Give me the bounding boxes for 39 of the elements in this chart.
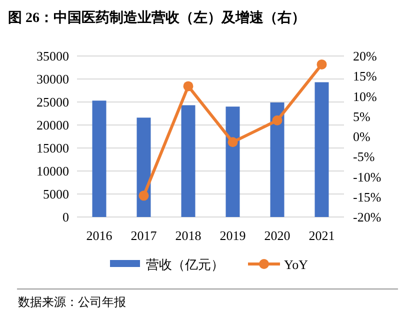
x-tick-label: 2021 (308, 228, 335, 243)
y-tick-label: 0 (62, 210, 69, 224)
bar (270, 102, 284, 217)
legend-label: 营收（亿元） (146, 257, 224, 272)
point (138, 190, 149, 201)
bar (314, 82, 329, 217)
bar (181, 105, 196, 217)
point (272, 115, 282, 126)
point (228, 137, 238, 148)
point (183, 81, 194, 92)
x-tick-label: 2016 (86, 228, 113, 243)
y-tick-label: 35000 (36, 48, 69, 64)
y2-tick-label: 0% (353, 129, 370, 144)
y2-tick-label: 10% (353, 88, 377, 104)
legend-营收（亿元）: 营收（亿元） (110, 257, 224, 272)
y2-tick-label: -10% (353, 169, 382, 184)
y2-tick-label: -15% (353, 189, 382, 204)
y-tick-label: 5000 (43, 186, 69, 202)
y-tick-label: 30000 (36, 72, 69, 86)
y2-tick-label: -5% (353, 149, 375, 164)
y2-tick-label: 5% (353, 108, 370, 124)
x-tick-label: 2018 (175, 228, 202, 243)
x-tick-label: 2019 (220, 228, 246, 243)
bar (226, 106, 240, 217)
source-note: 数据来源：公司年报 (18, 295, 126, 309)
bar (92, 100, 106, 217)
y2-tick-label: -20% (353, 210, 382, 224)
y-tick-label: 15000 (36, 140, 69, 156)
chart-title: 图 26：中国医药制造业营收（左）及增速（右） (8, 10, 306, 26)
bar (136, 118, 151, 217)
y2-tick-label: 15% (353, 68, 377, 84)
y2-tick-label: 20% (353, 48, 377, 64)
point (316, 59, 327, 70)
x-tick-label: 2017 (130, 228, 158, 243)
y-tick-label: 10000 (36, 164, 69, 178)
legend-label: YoY (284, 257, 309, 272)
y-tick-label: 20000 (36, 118, 69, 132)
x-tick-label: 2020 (264, 228, 290, 243)
y-tick-label: 25000 (36, 94, 69, 110)
